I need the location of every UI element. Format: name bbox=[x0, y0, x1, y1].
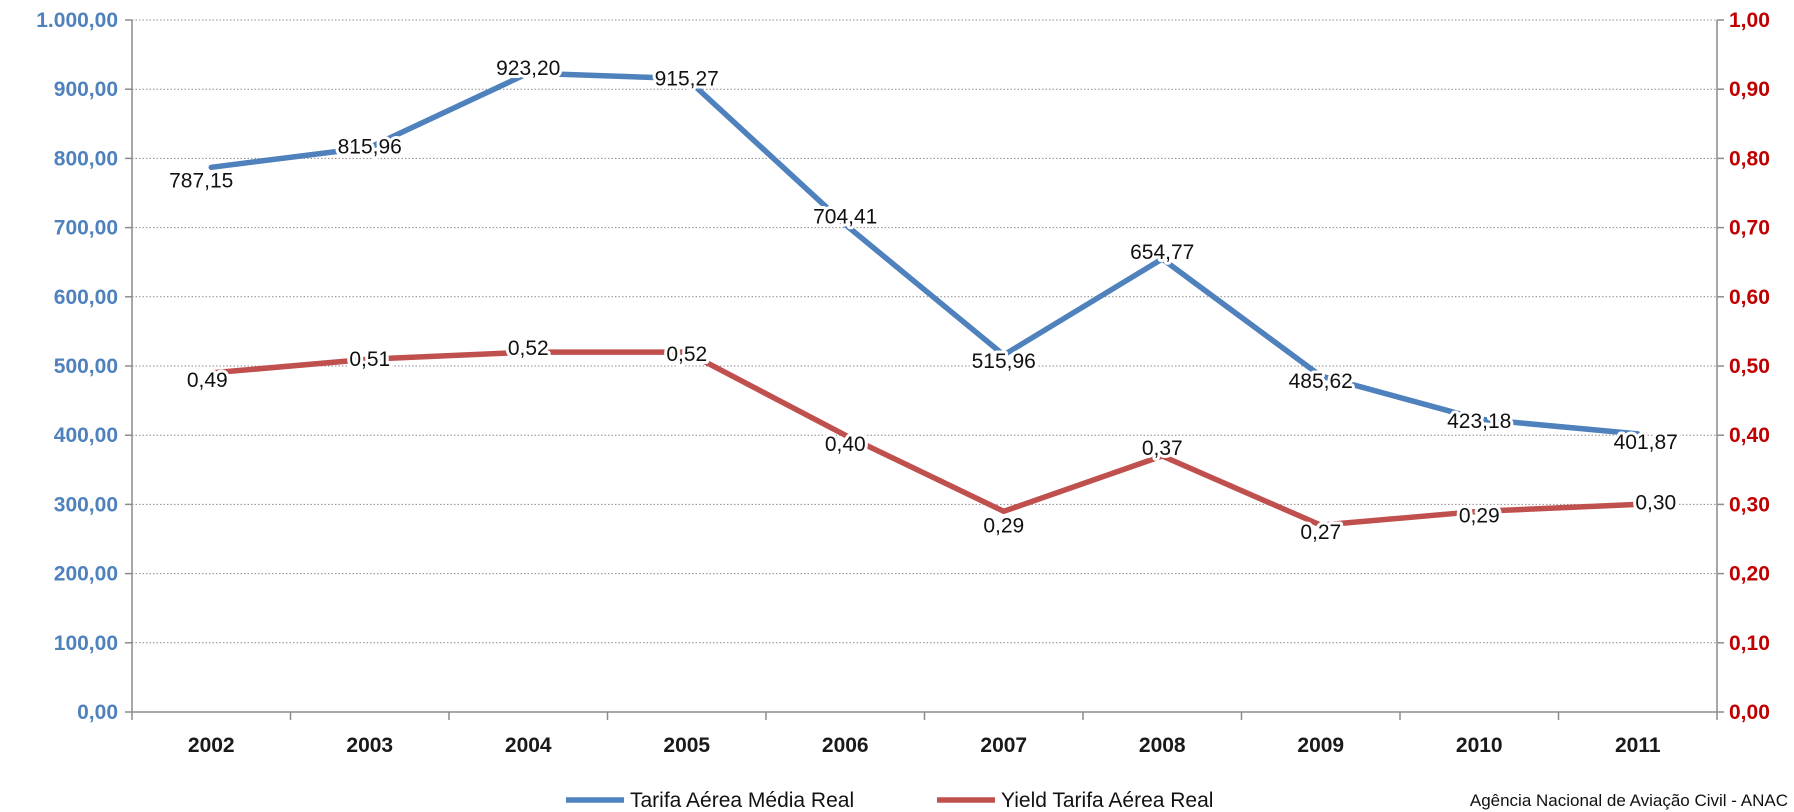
y-left-tick-label: 400,00 bbox=[54, 424, 118, 447]
data-label: 0,30 bbox=[1635, 491, 1676, 514]
y-left-tick-label: 600,00 bbox=[54, 286, 118, 309]
data-label: 0,52 bbox=[508, 337, 549, 360]
x-tick-label: 2005 bbox=[663, 734, 710, 757]
legend-item-1: Tarifa Aérea Média Real bbox=[566, 789, 854, 812]
y-right-tick-label: 0,00 bbox=[1729, 701, 1770, 724]
x-tick-label: 2007 bbox=[980, 734, 1027, 757]
y-left-tick-label: 0,00 bbox=[77, 701, 118, 724]
series-line-1 bbox=[208, 70, 1641, 437]
data-label: 787,15 bbox=[169, 169, 233, 192]
data-label: 0,51 bbox=[349, 348, 390, 371]
data-label: 915,27 bbox=[655, 68, 719, 91]
y-right-tick-label: 0,20 bbox=[1729, 563, 1770, 586]
data-label: 401,87 bbox=[1614, 431, 1678, 454]
y-left-tick-label: 1.000,00 bbox=[36, 9, 118, 32]
data-label: 0,27 bbox=[1300, 521, 1341, 544]
data-label: 515,96 bbox=[972, 350, 1036, 373]
data-label: 0,29 bbox=[983, 514, 1024, 537]
data-label: 923,20 bbox=[496, 57, 560, 80]
x-tick-label: 2002 bbox=[188, 734, 235, 757]
gridlines bbox=[132, 19, 1717, 644]
x-tick-label: 2008 bbox=[1139, 734, 1186, 757]
y-left-tick-label: 300,00 bbox=[54, 493, 118, 516]
y-right-tick-label: 1,00 bbox=[1729, 9, 1770, 32]
x-tick-label: 2004 bbox=[505, 734, 552, 757]
legend-item-2: Yield Tarifa Aérea Real bbox=[937, 789, 1213, 812]
x-tick-label: 2009 bbox=[1297, 734, 1344, 757]
data-label: 0,52 bbox=[666, 343, 707, 366]
data-label: 423,18 bbox=[1447, 410, 1511, 433]
data-label: 815,96 bbox=[338, 135, 402, 158]
y-right-tick-label: 0,50 bbox=[1729, 355, 1770, 378]
data-label: 485,62 bbox=[1289, 370, 1353, 393]
axes bbox=[125, 19, 1724, 720]
y-right-tick-label: 0,60 bbox=[1729, 286, 1770, 309]
series-line-2 bbox=[208, 349, 1641, 528]
x-tick-label: 2011 bbox=[1615, 734, 1661, 757]
legend-label: Tarifa Aérea Média Real bbox=[630, 789, 854, 812]
y-left-tick-label: 200,00 bbox=[54, 563, 118, 586]
legend-label: Yield Tarifa Aérea Real bbox=[1001, 789, 1213, 812]
data-label: 0,40 bbox=[825, 433, 866, 456]
y-left-tick-label: 800,00 bbox=[54, 147, 118, 170]
data-label: 0,49 bbox=[187, 369, 228, 392]
y-right-tick-label: 0,40 bbox=[1729, 424, 1770, 447]
y-left-tick-label: 700,00 bbox=[54, 217, 118, 240]
y-left-tick-label: 500,00 bbox=[54, 355, 118, 378]
legend: Tarifa Aérea Média Real Yield Tarifa Aére… bbox=[566, 789, 1213, 812]
y-left-tick-label: 100,00 bbox=[54, 632, 118, 655]
source-note: Agência Nacional de Aviação Civil - ANAC bbox=[1470, 791, 1788, 810]
x-tick-label: 2006 bbox=[822, 734, 869, 757]
series-layer bbox=[208, 70, 1641, 528]
y-right-tick-label: 0,30 bbox=[1729, 493, 1770, 516]
data-label: 0,29 bbox=[1459, 504, 1500, 527]
y-right-tick-label: 0,70 bbox=[1729, 217, 1770, 240]
data-label: 0,37 bbox=[1142, 437, 1183, 460]
y-right-tick-label: 0,80 bbox=[1729, 147, 1770, 170]
y-right-tick-label: 0,10 bbox=[1729, 632, 1770, 655]
x-tick-label: 2010 bbox=[1456, 734, 1503, 757]
data-label: 654,77 bbox=[1130, 241, 1194, 264]
data-label: 704,41 bbox=[813, 206, 877, 229]
data-labels: 787,15 815,96 923,20 915,27 704,41 515,96 654,… bbox=[166, 54, 1681, 547]
y-right-tick-label: 0,90 bbox=[1729, 78, 1770, 101]
y-left-tick-label: 900,00 bbox=[54, 78, 118, 101]
x-tick-label: 2003 bbox=[346, 734, 393, 757]
tick-labels: 0,00 0,00 100,00 0,10 200,00 0,20 300,00 0,30 40… bbox=[36, 9, 1770, 757]
